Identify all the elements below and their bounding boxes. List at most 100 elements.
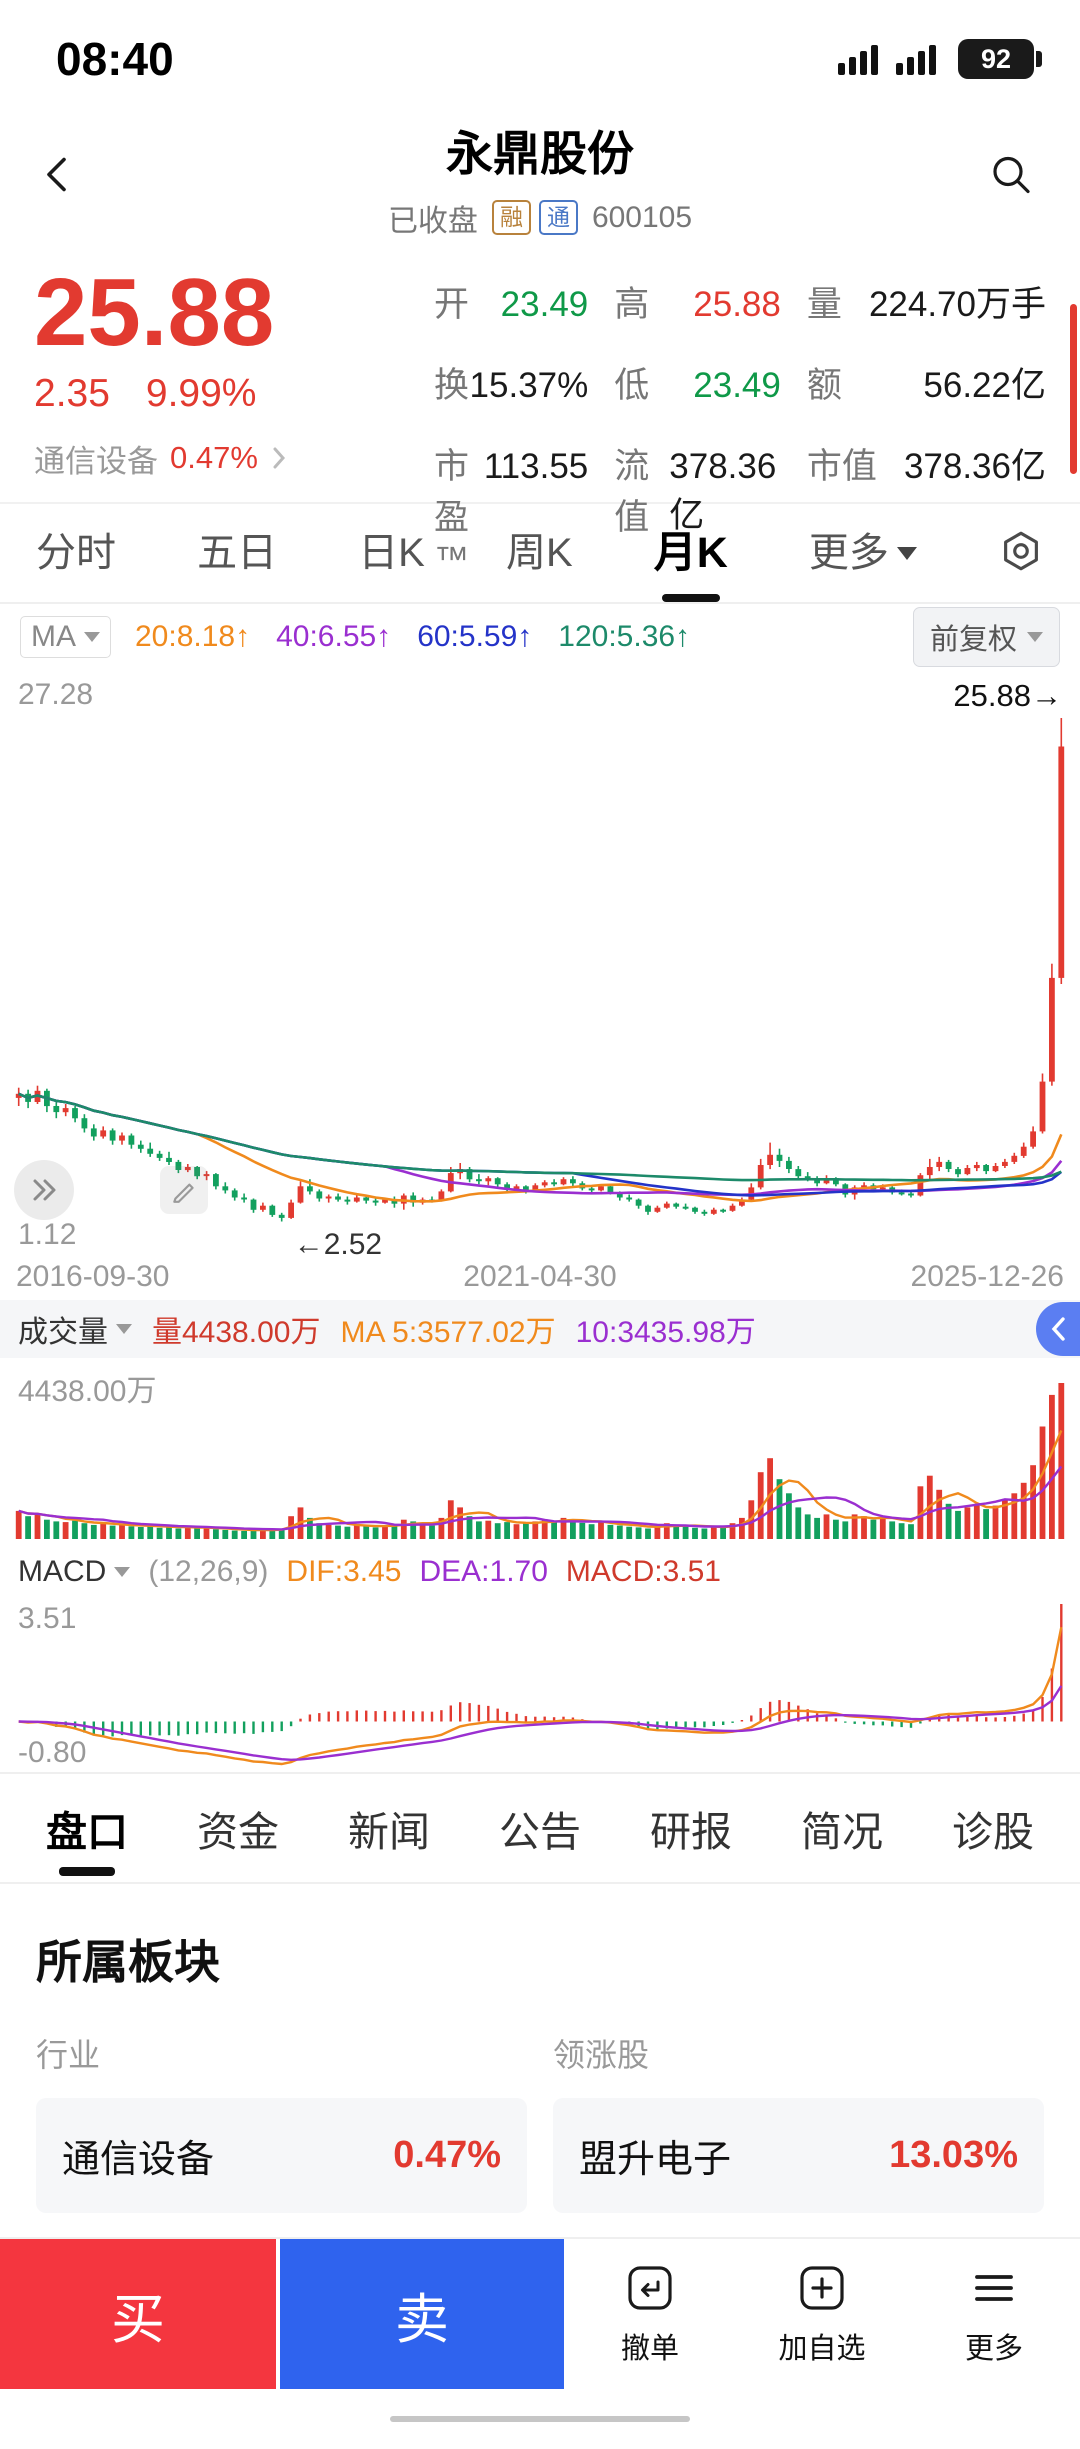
dropdown-caret-icon (116, 1324, 132, 1334)
volume-header: 成交量 量4438.00万 MA 5:3577.02万 10:3435.98万 (0, 1300, 1080, 1358)
leading-stock-name: 盟升电子 (579, 2139, 732, 2181)
quote-field-value: 378.36亿 (903, 447, 1046, 486)
industry-item[interactable]: 通信设备 0.47% (36, 2098, 527, 2213)
kline-chart[interactable] (0, 714, 1080, 1254)
ma-value-3: 120:5.36↑ (558, 620, 691, 653)
macd-pane: MACD (12,26,9) DIF:3.45 DEA:1.70 MACD:3.… (0, 1546, 1080, 1772)
action-label: 加自选 (778, 2332, 866, 2365)
dropdown-caret-icon (114, 1567, 131, 1577)
quote-field-2: 量 224.70万手 (807, 276, 1046, 327)
margin-badge-1: 通 (538, 200, 578, 235)
cancel-order-icon (624, 2262, 676, 2319)
quote-field-5: 额 56.22亿 (807, 357, 1046, 408)
bottom-tab-bar: 盘口 资金 新闻 公告 研报 简况 诊股 (0, 1772, 1080, 1884)
volume-pane: 成交量 量4438.00万 MA 5:3577.02万 10:3435.98万 … (0, 1300, 1080, 1546)
period-tab-label: 周K (505, 531, 573, 575)
volume-ma10-label: 10:3435.98万 (575, 1316, 756, 1349)
stock-badges: 融通 (491, 200, 578, 235)
period-tab-日K[interactable]: 日K (358, 504, 425, 602)
period-tab-月K[interactable]: 月K (654, 504, 728, 602)
macd-chart[interactable] (0, 1598, 1080, 1770)
quote-field-value: 15.37% (469, 366, 589, 405)
dropdown-caret-icon (1027, 632, 1043, 642)
ma-value-2: 60:5.59↑ (417, 620, 533, 653)
kline-last-price-label: 25.88→ (953, 678, 1062, 713)
period-tab-分时[interactable]: 分时 (36, 504, 116, 602)
quote-field-label: 市盈™ (434, 447, 470, 579)
drawing-tool-icon[interactable] (160, 1166, 208, 1214)
battery-level: 92 (980, 43, 1012, 74)
bottom-tab-简况[interactable]: 简况 (801, 1774, 883, 1882)
period-tab-周K[interactable]: 周K (506, 504, 573, 602)
price-change-pct: 9.99% (145, 371, 257, 415)
quote-field-value: 23.49 (500, 285, 589, 324)
market-status: 已收盘 (387, 204, 478, 238)
quote-field-label: 量 (806, 285, 842, 324)
back-button[interactable] (38, 155, 78, 200)
price-block: 25.88 2.35 9.99% 通信设备 0.47% (34, 264, 420, 494)
kline-ymin-label: 1.12 (18, 1218, 77, 1251)
quote-field-value: 378.36亿 (669, 447, 777, 535)
sector-link[interactable]: 通信设备 0.47% (34, 436, 420, 481)
quote-field-value: 25.88 (693, 285, 781, 324)
bottom-tab-盘口[interactable]: 盘口 (46, 1774, 128, 1882)
bottom-tab-label: 研报 (650, 1809, 732, 1855)
expand-chart-button[interactable] (14, 1160, 74, 1220)
battery-icon: 92 (958, 39, 1042, 79)
period-tab-更多[interactable]: 更多 (809, 504, 917, 602)
action-加自选[interactable]: 加自选 (736, 2239, 908, 2389)
sell-button[interactable]: 卖 (280, 2239, 564, 2389)
period-tab-label: 日K (358, 531, 425, 575)
volume-selector-label: 成交量 (18, 1316, 108, 1349)
period-tab-五日[interactable]: 五日 (197, 504, 277, 602)
x-axis-label-2: 2025-12-26 (910, 1260, 1064, 1293)
macd-ymax-label: 3.51 (18, 1602, 77, 1635)
bottom-tab-公告[interactable]: 公告 (499, 1774, 581, 1882)
period-tab-label: 月K (653, 529, 728, 577)
chart-settings-icon[interactable] (998, 528, 1044, 579)
status-icons: 92 (838, 39, 1042, 79)
active-tab-underline (59, 1867, 115, 1876)
bottom-tab-label: 公告 (499, 1809, 581, 1855)
quote-field-label: 低 (614, 366, 650, 405)
bottom-tab-新闻[interactable]: 新闻 (348, 1774, 430, 1882)
trade-action-bar: 买 卖 撤单 加自选 更多 (0, 2237, 1080, 2449)
search-icon[interactable] (988, 152, 1034, 203)
sector-name: 通信设备 (34, 443, 158, 479)
collapse-panel-handle[interactable] (1036, 1302, 1080, 1356)
macd-indicator-selector[interactable]: MACD (18, 1555, 131, 1589)
ma-indicator-bar: MA 20:8.18↑ 40:6.55↑ 60:5.59↑ 120:5.36↑ 前复权 (0, 604, 1080, 670)
quote-field-4: 低 23.49 (614, 357, 781, 408)
bottom-tab-研报[interactable]: 研报 (650, 1774, 732, 1882)
quote-field-6: 市盈™ 113.55 (434, 438, 588, 580)
quote-field-7: 流值 378.36亿 (614, 438, 781, 580)
macd-value-label: MACD:3.51 (565, 1555, 721, 1588)
cellular-signal-2-icon (896, 43, 936, 75)
action-更多[interactable]: 更多 (908, 2239, 1080, 2389)
quote-panel: 25.88 2.35 9.99% 通信设备 0.47% 开 23.49 高 25.88… (0, 250, 1080, 579)
volume-indicator-selector[interactable]: 成交量 (18, 1307, 132, 1351)
quote-field-value: 23.49 (693, 366, 781, 405)
volume-chart[interactable] (0, 1358, 1080, 1542)
more-icon (968, 2262, 1020, 2319)
bottom-tab-label: 简况 (801, 1809, 883, 1855)
bottom-tab-资金[interactable]: 资金 (197, 1774, 279, 1882)
bottom-tab-诊股[interactable]: 诊股 (952, 1774, 1034, 1882)
quote-field-label: 换 (434, 366, 470, 405)
add-watchlist-icon (796, 2262, 848, 2319)
period-tab-label: 分时 (36, 531, 116, 575)
ma-values: 20:8.18↑ 40:6.55↑ 60:5.59↑ 120:5.36↑ (135, 620, 690, 654)
bottom-tab-label: 诊股 (952, 1809, 1034, 1855)
kline-ymax-label: 27.28 (18, 678, 94, 711)
ma-selector[interactable]: MA (20, 616, 111, 658)
buy-button[interactable]: 买 (0, 2239, 276, 2389)
current-price: 25.88 (34, 259, 275, 366)
leading-stock-item[interactable]: 盟升电子 13.03% (553, 2098, 1044, 2213)
quote-panel-scrollbar[interactable] (1070, 304, 1077, 474)
price-adjust-button[interactable]: 前复权 (912, 607, 1060, 667)
quote-field-value: 113.55 (483, 447, 589, 486)
industry-change-pct: 0.47% (393, 2134, 501, 2176)
sector-section: 所属板块 行业 通信设备 0.47% 领涨股 盟升电子 13.03% (0, 1884, 1080, 2233)
action-撤单[interactable]: 撤单 (564, 2239, 736, 2389)
quote-field-3: 换 15.37% (434, 357, 588, 408)
